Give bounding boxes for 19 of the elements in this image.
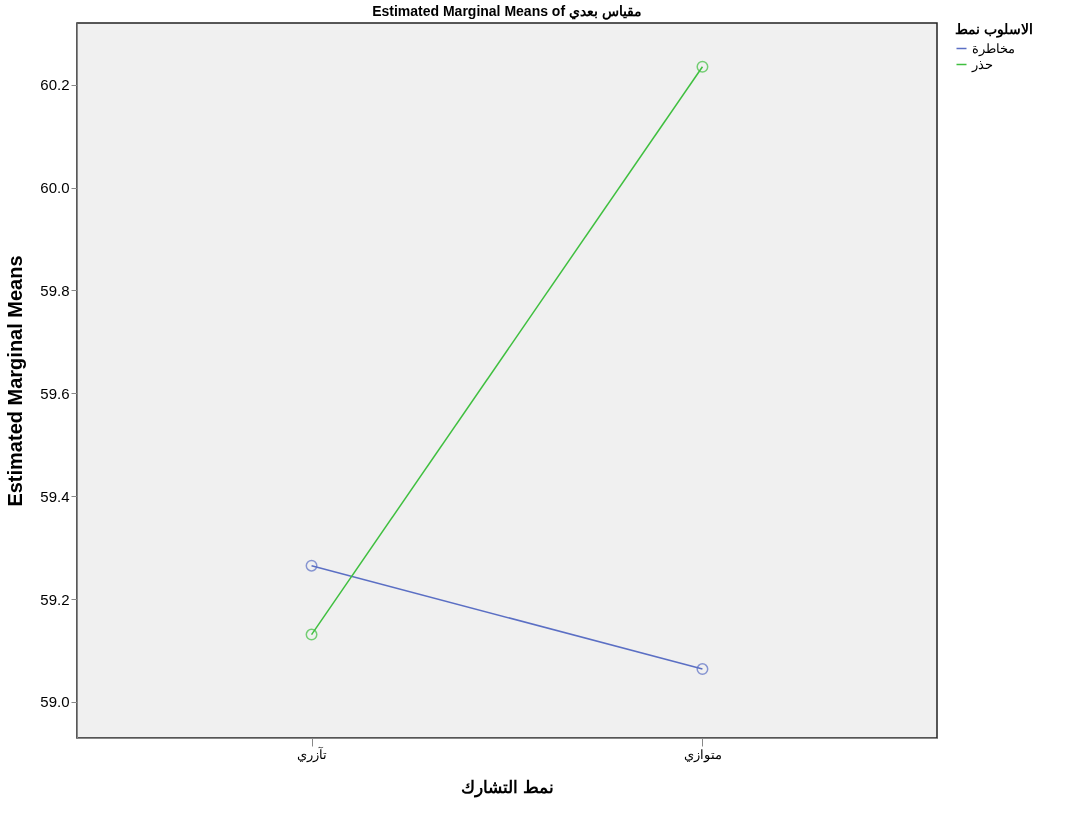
y-tick-label: 60.2 <box>40 76 70 94</box>
x-tick-label: متوازي <box>683 746 722 763</box>
legend-label: حذر <box>971 56 993 73</box>
y-tick-label: 59.4 <box>40 487 70 505</box>
x-tick-label: تآزري <box>297 745 328 763</box>
y-tick-label: 59.0 <box>40 693 70 711</box>
point <box>696 663 709 676</box>
y-tick-label: 59.6 <box>40 384 70 402</box>
point <box>305 559 318 572</box>
y-axis-title: Estimated Marginal Means <box>4 255 27 507</box>
point <box>305 628 318 641</box>
y-tick-label: 59.2 <box>40 590 70 608</box>
legend-title: الاسلوب نمط <box>955 21 1033 38</box>
x-axis-title: نمط التشارك <box>461 777 554 798</box>
point <box>696 60 709 73</box>
legend-label: مخاطرة <box>972 40 1015 57</box>
y-tick-label: 59.8 <box>40 281 70 299</box>
y-tick-label: 60.0 <box>40 179 70 197</box>
chart-title: Estimated Marginal Means of مقياس بعدي <box>372 3 642 20</box>
